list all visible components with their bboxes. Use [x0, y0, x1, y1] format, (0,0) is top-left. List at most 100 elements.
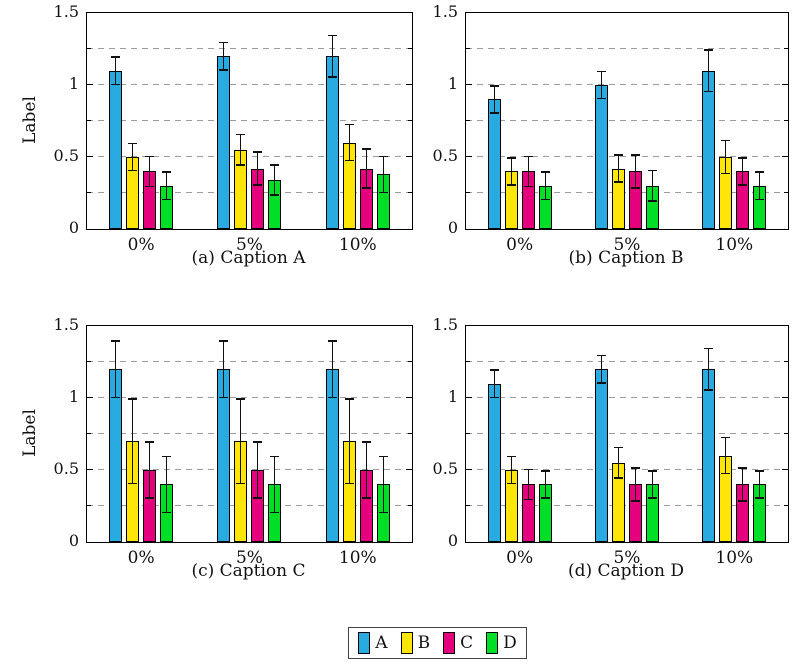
error-bar-line: [759, 171, 761, 201]
top-row: Label 0 0.5 1 1.5 0% 5% 10% (a) Caption A 0 0.5…: [0, 0, 794, 286]
error-bar-cap-bottom: [523, 185, 533, 188]
error-bar-cap-top: [523, 468, 533, 471]
axis-tick: [466, 361, 470, 362]
error-bar-cap-top: [596, 354, 606, 357]
error-bar-cap-top: [506, 455, 516, 458]
error-bar-cap-bottom: [738, 500, 748, 502]
error-bar-line: [617, 154, 619, 183]
error-bar-cap-bottom: [506, 482, 516, 485]
bar-slot: [359, 326, 373, 542]
x-tick-label: 0%: [506, 548, 534, 568]
error-bar-line: [274, 164, 276, 196]
axis-tick: [87, 361, 91, 362]
error-bar-line: [132, 398, 134, 485]
bar-a: [702, 369, 716, 542]
gridline: [466, 192, 788, 194]
error-bar-cap-bottom: [540, 497, 550, 499]
error-bar-cap-top: [704, 347, 714, 350]
error-bar-line: [348, 123, 350, 162]
axis-tick: [466, 156, 472, 158]
axis-tick: [87, 48, 91, 49]
error-bar-line: [634, 467, 636, 502]
error-bar-cap-top: [523, 155, 533, 158]
plot-area-a: 0% 5% 10%: [86, 12, 413, 255]
axis-tick: [87, 505, 91, 507]
caption-c: (c) Caption C: [191, 561, 306, 581]
error-bar-cap-bottom: [596, 382, 606, 384]
error-bar-cap-top: [253, 441, 263, 443]
error-bar: [738, 467, 748, 502]
gridline: [87, 397, 412, 399]
gridline: [466, 361, 788, 362]
gridline: [466, 469, 788, 471]
y-tick-label: 1: [447, 74, 458, 94]
error-bar-cap-top: [738, 157, 748, 159]
bar-slot: [628, 13, 642, 229]
bar-group: 10%: [325, 326, 390, 568]
error-bar-cap-bottom: [523, 498, 533, 501]
error-bar: [111, 340, 121, 399]
legend-label: D: [503, 632, 517, 653]
bar-slot: [719, 326, 733, 542]
bar-group: 5%: [594, 13, 659, 255]
gridline: [87, 505, 412, 507]
error-bar-cap-top: [721, 436, 731, 439]
error-bar-cap-top: [721, 139, 731, 142]
plot-row: Label 0 0.5 1 1.5 0% 5% 10%: [0, 317, 413, 568]
caption-b: (b) Caption B: [568, 248, 684, 268]
error-bar: [506, 157, 516, 186]
x-tick-label: 10%: [715, 548, 754, 568]
error-bar-cap-bottom: [613, 181, 623, 183]
error-bar-line: [544, 171, 546, 201]
error-bar-cap-top: [738, 467, 748, 469]
error-bar-cap-top: [613, 446, 623, 449]
legend-label: B: [417, 632, 431, 653]
bar-group: 0%: [487, 13, 552, 255]
error-bar: [253, 151, 263, 186]
error-bar-cap-bottom: [755, 198, 765, 201]
error-bar-line: [651, 169, 653, 202]
bar-group: 5%: [217, 326, 282, 568]
error-bar-cap-bottom: [219, 69, 229, 71]
bar-slot: [109, 326, 123, 542]
bar-slot: [143, 326, 157, 542]
plot-row: Label 0 0.5 1 1.5 0% 5% 10%: [0, 4, 413, 255]
axis-tick: [87, 192, 91, 194]
error-bar-line: [257, 151, 259, 186]
plot-area-c: 0% 5% 10%: [86, 325, 413, 568]
error-bar-cap-bottom: [344, 159, 354, 162]
error-bar: [162, 171, 172, 201]
error-bar-cap-bottom: [489, 396, 499, 399]
bar-slot: [611, 326, 625, 542]
bar-slot: [702, 326, 716, 542]
bar-a: [217, 56, 231, 229]
y-axis-a: Label 0 0.5 1 1.5: [0, 4, 86, 236]
error-bar-cap-top: [378, 455, 388, 458]
y-tick-label: 1.5: [432, 2, 458, 21]
bar-slot: [594, 13, 608, 229]
error-bar-cap-bottom: [704, 90, 714, 93]
axis-tick: [408, 505, 412, 507]
x-tick-label: 10%: [338, 235, 377, 255]
error-bar-line: [166, 171, 168, 201]
error-bar: [721, 139, 731, 175]
bar-slot: [359, 13, 373, 229]
error-bar-cap-top: [704, 49, 714, 51]
bar-slot: [719, 13, 733, 229]
axis-tick: [466, 84, 472, 86]
bar-group: 0%: [487, 326, 552, 568]
bar-group: 10%: [702, 326, 767, 568]
legend-item-b: B: [400, 632, 431, 654]
bar-a: [702, 70, 716, 229]
error-bar: [540, 171, 550, 201]
bar-slot: [736, 326, 750, 542]
error-bar-cap-top: [613, 154, 623, 156]
error-bar-cap-bottom: [145, 497, 155, 499]
error-bar-cap-bottom: [327, 396, 337, 399]
error-bar-cap-bottom: [630, 500, 640, 502]
error-bar-line: [544, 470, 546, 499]
error-bar-line: [493, 369, 495, 399]
x-tick-label: 0%: [127, 548, 155, 568]
error-bar: [344, 123, 354, 162]
error-bar: [344, 398, 354, 485]
